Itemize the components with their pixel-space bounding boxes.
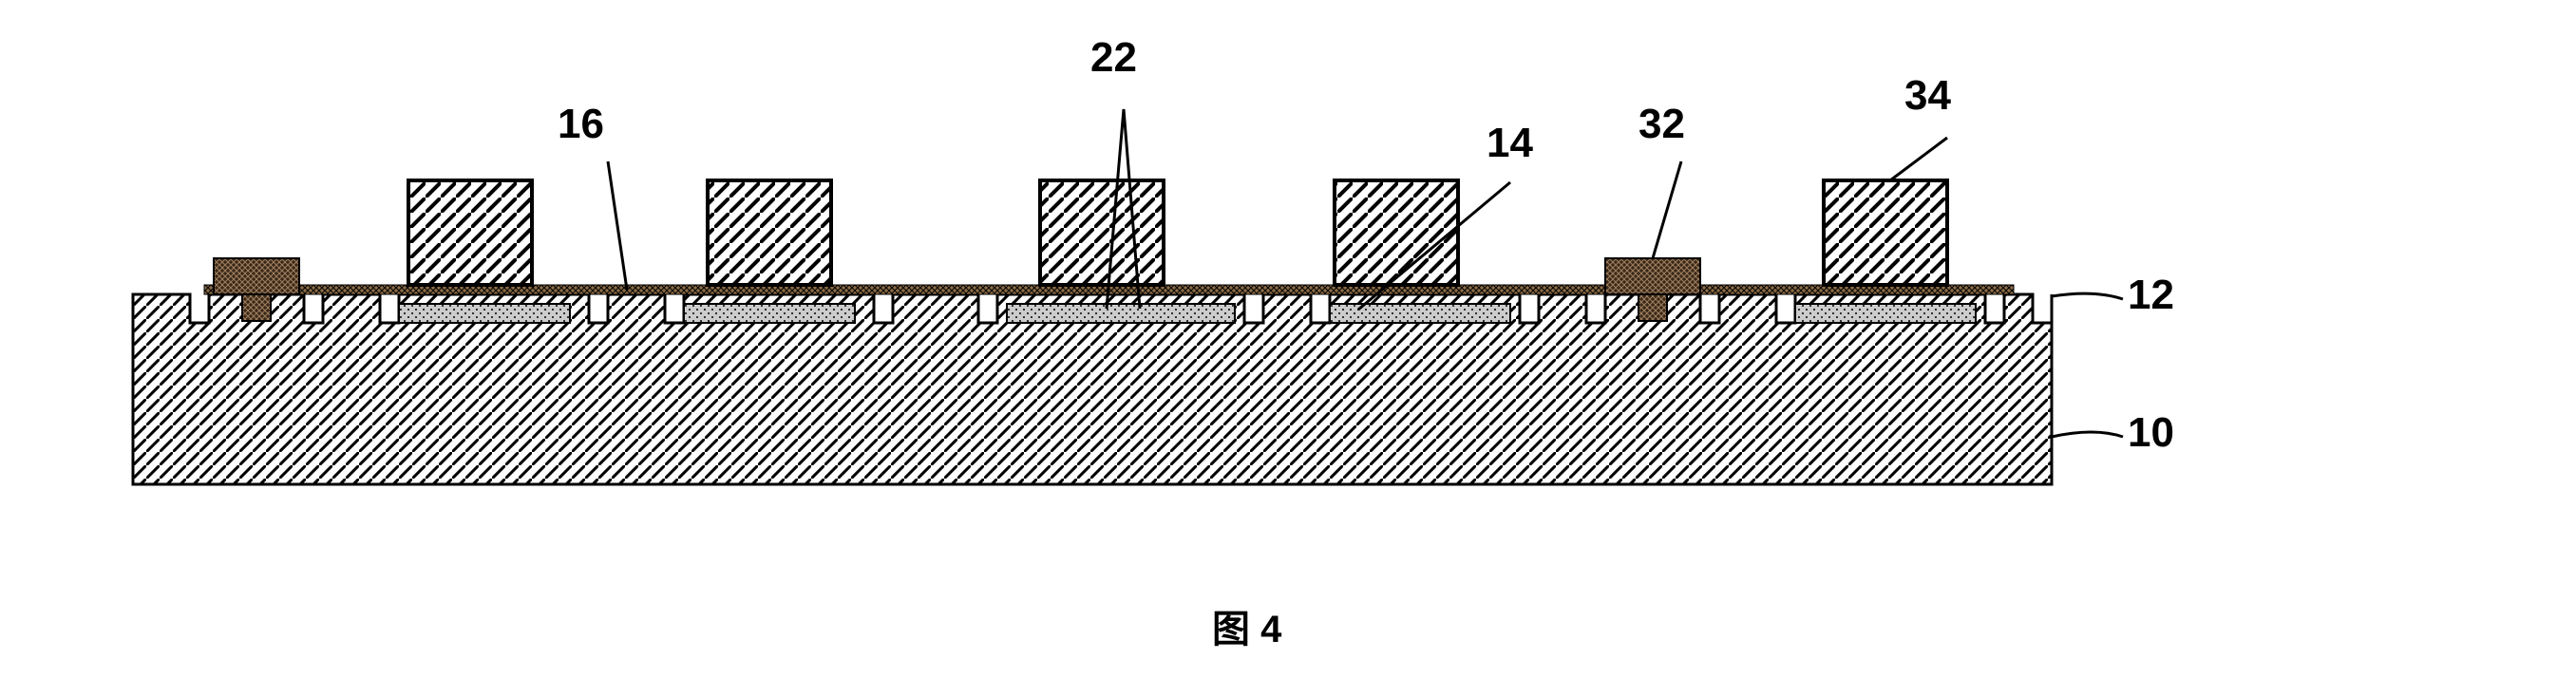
label-10: 10 <box>2128 409 2174 457</box>
diagram-svg <box>0 0 2576 697</box>
label-22: 22 <box>1090 34 1137 82</box>
label-34: 34 <box>1904 72 1951 120</box>
label-16: 16 <box>558 101 604 148</box>
label-32: 32 <box>1638 101 1685 148</box>
label-14: 14 <box>1487 120 1533 167</box>
figure-caption: 图 4 <box>1212 598 1281 653</box>
label-12: 12 <box>2128 272 2174 319</box>
figure-container: 22 16 14 32 34 12 10 图 4 <box>0 0 2576 697</box>
